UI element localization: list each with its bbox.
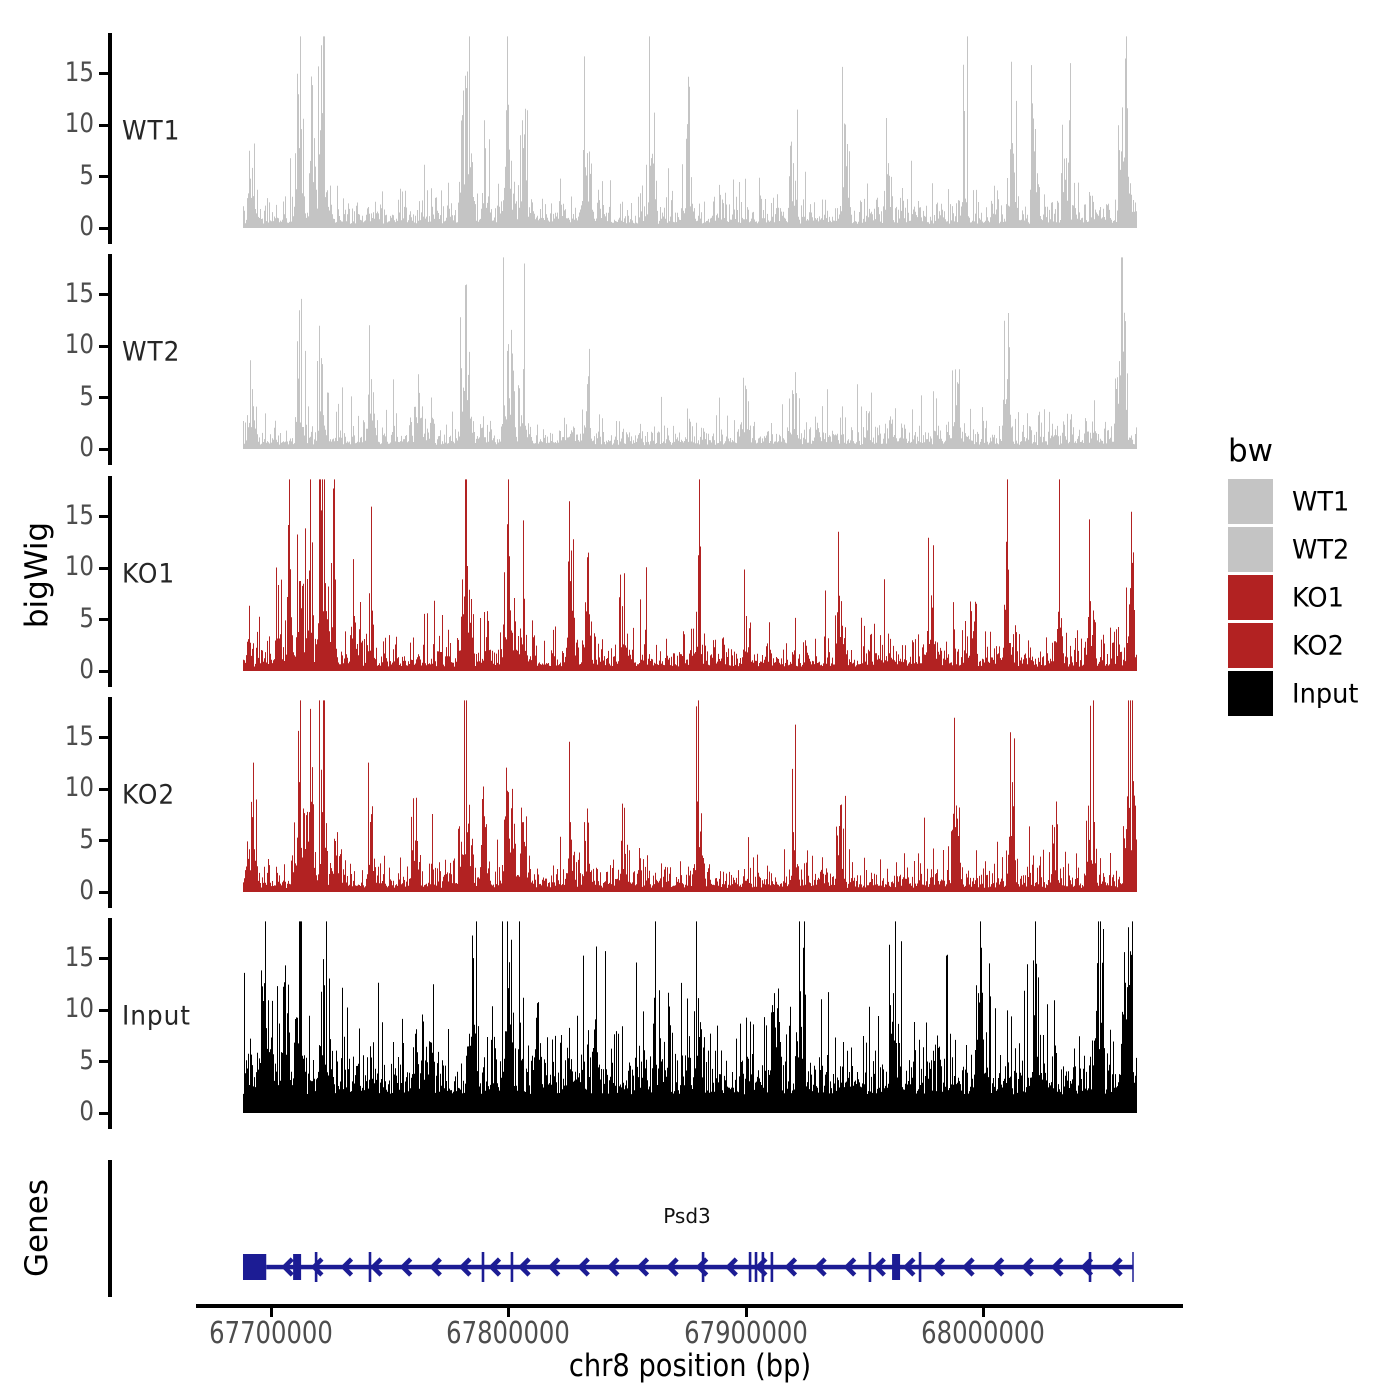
- y-tick-mark: [99, 344, 109, 348]
- y-axis-line: [108, 918, 112, 1129]
- track-label-ko2: KO2: [122, 779, 176, 811]
- y-tick-label: 0: [79, 1096, 94, 1127]
- x-tick-label: 67800000: [446, 1316, 571, 1351]
- y-axis-line: [108, 254, 112, 465]
- y-tick-mark: [99, 787, 109, 791]
- gene-panel: [0, 1160, 1400, 1305]
- track-panel-input: 15 10 5 0 Input: [0, 918, 1400, 1134]
- legend-swatch-ko2: [1228, 623, 1273, 668]
- x-tick-label: 67900000: [683, 1316, 808, 1351]
- track-label-input: Input: [122, 1000, 191, 1032]
- legend-swatch-ko1: [1228, 575, 1273, 620]
- legend-swatch-wt1: [1228, 479, 1273, 524]
- track-label-wt2: WT2: [122, 336, 181, 368]
- y-tick-mark: [99, 226, 109, 230]
- coverage-signal-ko1: [243, 479, 1137, 671]
- gene-name-label: Psd3: [663, 1204, 711, 1228]
- y-tick-label: 15: [64, 941, 94, 973]
- x-axis-line: [196, 1304, 1183, 1308]
- y-tick-mark: [99, 618, 109, 621]
- y-tick-label: 0: [79, 432, 94, 463]
- y-tick-mark: [99, 1111, 109, 1115]
- x-tick-mark: [982, 1307, 985, 1317]
- y-tick-label: 15: [64, 499, 94, 531]
- y-tick-label: 15: [64, 720, 94, 752]
- track-panel-ko2: 15 10 5 0 KO2: [0, 697, 1400, 913]
- y-tick-mark: [99, 447, 109, 451]
- y-tick-mark: [99, 1008, 109, 1012]
- track-panel-ko1: 15 10 5 0 KO1: [0, 476, 1400, 692]
- y-tick-label: 5: [79, 602, 94, 634]
- gene-panel-axis-line: [108, 1160, 112, 1297]
- legend-swatch-input: [1228, 671, 1273, 716]
- y-axis-line: [108, 697, 112, 908]
- y-tick-mark: [99, 123, 109, 127]
- y-tick-label: 10: [64, 772, 94, 803]
- legend-label-wt2: WT2: [1292, 534, 1350, 565]
- legend-title: bw: [1228, 433, 1274, 469]
- x-axis-title: chr8 position (bp): [568, 1348, 812, 1384]
- y-tick-mark: [99, 396, 109, 399]
- y-tick-mark: [99, 293, 109, 296]
- coverage-signal-input: [243, 921, 1137, 1113]
- y-tick-label: 5: [79, 159, 94, 191]
- coverage-signal-wt1: [243, 36, 1137, 228]
- legend-label-wt1: WT1: [1292, 486, 1350, 517]
- y-tick-label: 15: [64, 277, 94, 309]
- y-tick-label: 15: [64, 56, 94, 88]
- x-tick-label: 68000000: [921, 1316, 1046, 1351]
- y-tick-label: 5: [79, 1044, 94, 1076]
- y-tick-mark: [99, 515, 109, 518]
- y-axis-line: [108, 33, 112, 244]
- coverage-signal-wt2: [243, 257, 1137, 449]
- y-tick-mark: [99, 890, 109, 894]
- legend-label-ko1: KO1: [1292, 582, 1344, 613]
- y-tick-label: 0: [79, 211, 94, 242]
- y-tick-label: 10: [64, 108, 94, 139]
- y-tick-label: 10: [64, 551, 94, 582]
- coverage-signal-ko2: [243, 700, 1137, 892]
- track-label-wt1: WT1: [122, 115, 181, 147]
- track-panel-wt2: 15 10 5 0 WT2: [0, 254, 1400, 470]
- legend-swatch-wt2: [1228, 527, 1273, 572]
- y-axis-line: [108, 476, 112, 687]
- x-tick-label: 67700000: [209, 1316, 333, 1351]
- track-label-ko1: KO1: [122, 558, 176, 590]
- gene-model: [242, 1252, 1134, 1282]
- y-tick-label: 10: [64, 993, 94, 1024]
- y-tick-label: 5: [79, 380, 94, 412]
- legend-label-ko2: KO2: [1292, 630, 1344, 661]
- y-tick-mark: [99, 957, 109, 960]
- y-tick-mark: [99, 566, 109, 570]
- track-panel-wt1: 15 10 5 0 WT1: [0, 33, 1400, 249]
- x-tick-mark: [507, 1307, 510, 1317]
- y-tick-mark: [99, 669, 109, 673]
- legend-label-input: Input: [1292, 678, 1359, 709]
- y-tick-label: 0: [79, 875, 94, 906]
- y-tick-label: 0: [79, 654, 94, 685]
- x-tick-mark: [744, 1307, 748, 1317]
- y-tick-mark: [99, 839, 109, 842]
- y-tick-label: 5: [79, 823, 94, 855]
- y-tick-mark: [99, 72, 109, 75]
- y-tick-mark: [99, 175, 109, 178]
- y-tick-label: 10: [64, 329, 94, 360]
- y-tick-mark: [99, 736, 109, 739]
- x-tick-mark: [269, 1307, 273, 1317]
- y-tick-mark: [99, 1060, 109, 1063]
